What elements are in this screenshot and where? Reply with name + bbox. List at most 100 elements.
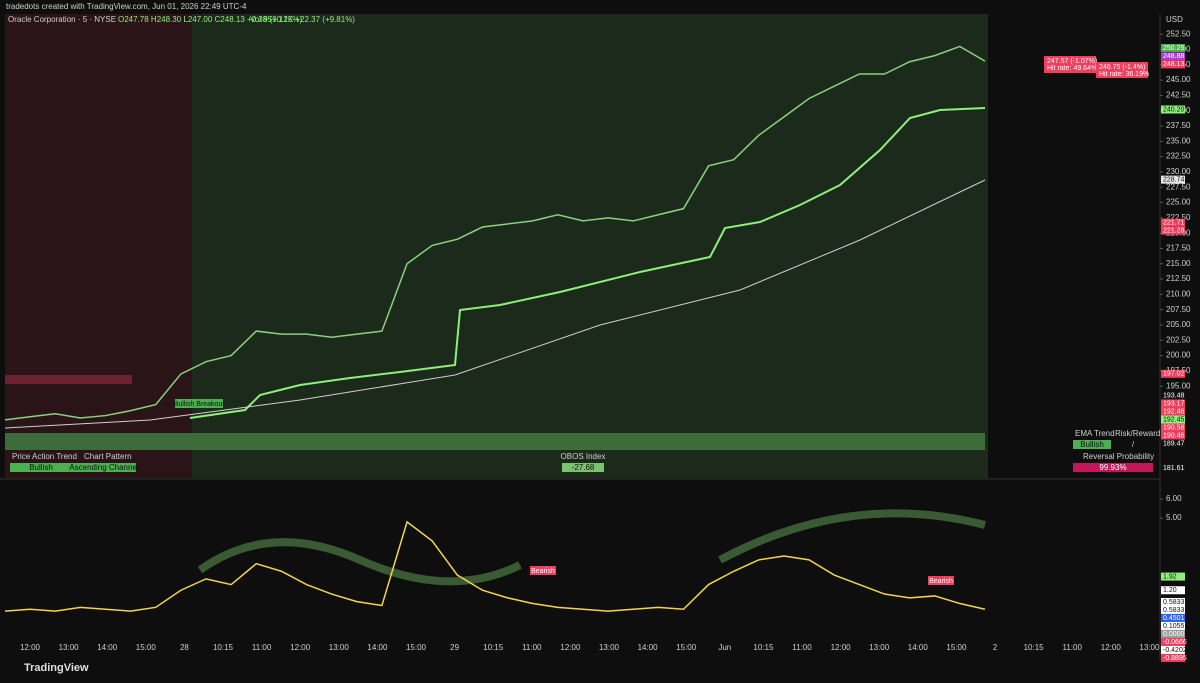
x-tick-label: 12:00 [20,643,41,652]
price-badge [1161,60,1185,69]
hit-rate: Hit rate: 36.19% [1099,71,1149,78]
price-badge-label: 1.92 [1163,573,1177,580]
price-badge-label: 248.13 [1163,61,1185,68]
breakout-label: Bullish Breakout [174,401,225,408]
price-badge-label: -0.0666 [1163,639,1187,646]
y-tick-label: 200.00 [1166,351,1191,360]
price-badge-label: 181.61 [1163,465,1185,472]
price-badge-label: -0.8895 [1163,655,1187,662]
x-tick-label: 11:00 [252,643,272,652]
price-badge-label: 221.71 [1163,220,1185,227]
x-tick-label: 15:00 [406,643,427,652]
x-tick-label: 11:00 [1062,643,1082,652]
x-tick-label: 13:00 [599,643,620,652]
target-label: 247.57 (-1.07%) [1047,58,1097,65]
price-badge [1161,629,1185,638]
dashboard-value: Bullish [1080,440,1104,449]
x-tick-label: 13:00 [59,643,80,652]
price-badge [1161,175,1185,184]
x-tick-label: 12:00 [831,643,852,652]
x-tick-label: 10:15 [483,643,504,652]
y-tick-label: 195.00 [1166,381,1191,390]
x-tick-label: 14:00 [367,643,388,652]
price-badge-label: 0.5833 [1163,599,1185,606]
price-badge-label: 193.48 [1163,392,1185,399]
x-tick-label: 12:00 [1101,643,1122,652]
price-badge [1161,391,1185,400]
price-badge-label: 0.4501 [1163,615,1185,622]
zone-box [5,433,985,450]
bullish-zone [192,14,988,478]
x-tick-label: 10:15 [1024,643,1045,652]
y-tick-label: 252.50 [1166,29,1191,38]
label-box [1044,56,1096,73]
y-tick-label: 5.00 [1166,513,1182,522]
dashboard-cell [1073,440,1111,449]
ohlc: O247.78 H248.30 L247.00 C248.13 +0.38 (+… [118,15,302,24]
x-tick-label: 14:00 [908,643,929,652]
price-badge [1161,439,1185,448]
y-tick-label: 232.50 [1166,152,1191,161]
label-box [928,576,954,585]
price-badge [1161,105,1185,114]
symbol: Oracle Corporation · 5 · NYSE [8,15,116,24]
price-badge-label: 197.02 [1163,371,1185,378]
y-tick-label: 210.00 [1166,289,1191,298]
price-badge-label: 0.5833 [1163,607,1185,614]
y-tick-label: 242.50 [1166,91,1191,100]
price-badge [1161,645,1185,654]
price-badge [1161,653,1185,662]
price-badge-label: 192.46 [1163,408,1185,415]
x-tick-label: 12:00 [560,643,581,652]
price-badge [1161,464,1185,473]
logo: TradingView [24,662,89,674]
price-badge-label: 0.0000 [1163,631,1185,638]
price-badge-label: 228.74 [1163,176,1185,183]
price-badge-label: 190.58 [1163,424,1185,431]
target-label: 246.75 (-1.4%) [1099,64,1145,71]
x-tick-label: 28 [180,643,189,652]
y-tick-label: 207.50 [1166,305,1191,314]
x-tick-label: 12:00 [290,643,311,652]
price-badge [1161,637,1185,646]
y-tick-label: 230.00 [1166,167,1191,176]
x-tick-label: 14:00 [97,643,118,652]
x-tick-label: 2 [993,643,998,652]
price-badge-label: 248.88 [1163,53,1185,60]
price-badge-label: -0.4202 [1163,647,1187,654]
y-tick-label: 212.50 [1166,274,1191,283]
dashboard-title: EMA Trend [1075,429,1115,438]
x-tick-label: 15:00 [136,643,157,652]
dashboard-title: Reversal Probability [1083,452,1154,461]
price-badge-label: 0.1055 [1163,623,1185,630]
ema-line [4,179,986,429]
price-line [4,520,986,612]
price-badge [1161,369,1185,378]
price-badge-label: 189.47 [1163,440,1185,447]
currency: USD [1166,15,1183,24]
price-badge [1161,572,1185,581]
price-badge-label: 192.45 [1163,416,1185,423]
bearish-label: Bearish [531,568,555,575]
x-tick-label: 13:00 [329,643,350,652]
dashboard-value: / [1132,440,1135,449]
price-badge [1161,586,1185,595]
dashboard-cell [10,463,72,472]
x-tick-label: 15:00 [946,643,967,652]
price-badge-label: 250.25 [1163,45,1185,52]
label-box [175,399,223,408]
hit-rate: Hit rate: 49.64% [1047,65,1097,72]
dashboard-value: Ascending Channel [69,463,139,472]
bearish-zone [5,14,192,478]
y-tick-label: 205.00 [1166,320,1191,329]
trailing-stop [189,107,986,419]
y-tick-label: 245.00 [1166,75,1191,84]
price-badge [1161,431,1185,440]
x-tick-label: 10:15 [213,643,234,652]
price-badge [1161,407,1185,416]
price-badge [1161,423,1185,432]
y-tick-label: 225.00 [1166,198,1191,207]
dashboard-title: Chart Pattern [84,452,132,461]
price-badge [1161,621,1185,630]
